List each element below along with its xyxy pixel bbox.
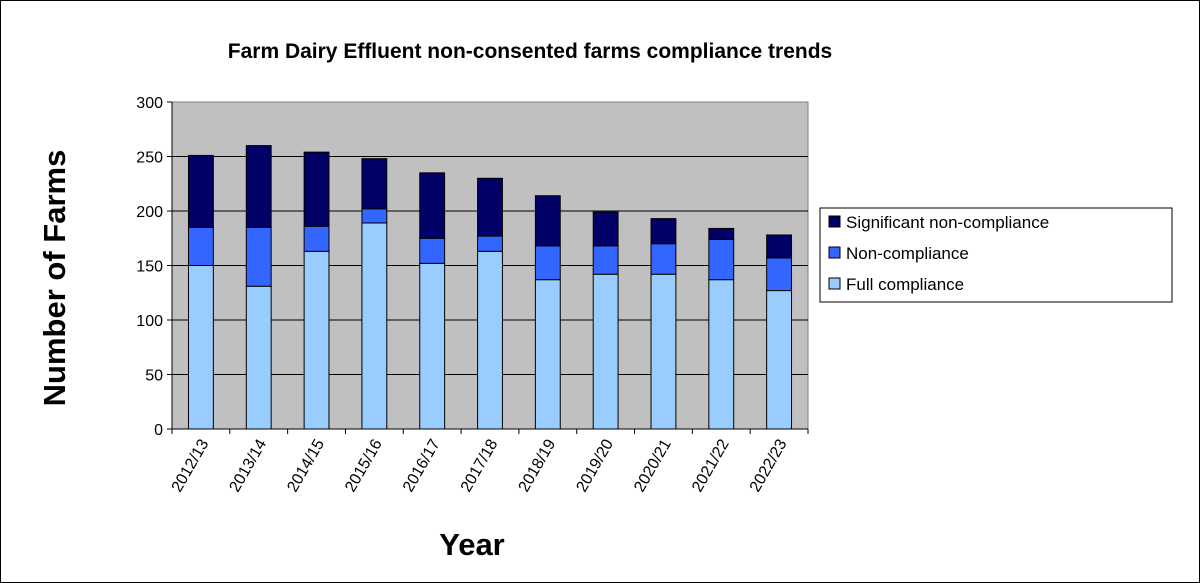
x-axis-label: Year bbox=[439, 527, 505, 562]
bar-segment bbox=[708, 279, 735, 430]
bar-segment bbox=[766, 234, 793, 259]
x-tick-label: 2014/15 bbox=[284, 436, 328, 495]
bar-segment bbox=[361, 158, 388, 210]
bar-segment bbox=[534, 195, 561, 247]
y-tick-labels: 0 50 100 150 200 250 300 bbox=[136, 95, 163, 439]
bar-segment bbox=[592, 211, 619, 247]
x-tick-label: 2012/13 bbox=[169, 436, 213, 495]
y-tick-label: 250 bbox=[136, 150, 163, 167]
y-tick-label: 0 bbox=[154, 422, 163, 439]
y-tick-label: 100 bbox=[136, 313, 163, 330]
bar-segment bbox=[303, 250, 330, 430]
x-tick-label: 2020/21 bbox=[631, 436, 675, 495]
x-tick-label: 2013/14 bbox=[227, 436, 271, 495]
legend-items: Significant non-compliance Non-compliance… bbox=[828, 213, 1049, 294]
bar-segment bbox=[766, 290, 793, 430]
legend-swatch bbox=[828, 277, 841, 290]
legend-label: Significant non-compliance bbox=[846, 213, 1049, 232]
bar-segment bbox=[650, 273, 677, 430]
y-tick-label: 150 bbox=[136, 259, 163, 276]
bar-segment bbox=[477, 235, 503, 252]
bar-segment bbox=[361, 222, 388, 430]
bar-segment bbox=[245, 285, 272, 430]
legend-swatch bbox=[828, 246, 841, 259]
bar-segment bbox=[187, 154, 214, 228]
bar-segment bbox=[592, 273, 619, 430]
bar-segment bbox=[477, 250, 503, 430]
x-tick-label: 2016/17 bbox=[400, 436, 444, 495]
x-tick-labels: 2012/13 2013/14 2014/15 2015/16 2016/17 2017/… bbox=[169, 436, 791, 495]
bar-segment bbox=[419, 262, 446, 430]
bar-segment bbox=[592, 245, 619, 275]
x-tick-label: 2017/18 bbox=[458, 436, 502, 495]
x-tick-label: 2019/20 bbox=[573, 436, 617, 495]
bar-segment bbox=[419, 237, 446, 264]
y-tick-label: 300 bbox=[136, 95, 163, 112]
bar-segment bbox=[187, 265, 214, 430]
bars bbox=[187, 145, 793, 430]
bar-segment bbox=[534, 245, 561, 281]
bar-segment bbox=[650, 218, 677, 245]
bar-segment bbox=[245, 226, 272, 287]
y-tick-label: 50 bbox=[145, 368, 163, 385]
chart-title: Farm Dairy Effluent non-consented farms … bbox=[228, 40, 832, 63]
bar-segment bbox=[534, 279, 561, 430]
bar-segment bbox=[708, 238, 735, 281]
legend-swatch bbox=[828, 215, 841, 228]
bar-segment bbox=[650, 243, 677, 275]
y-tick-label: 200 bbox=[136, 204, 163, 221]
x-tick-label: 2021/22 bbox=[689, 436, 733, 495]
bar-segment bbox=[187, 226, 214, 267]
bar-segment bbox=[477, 177, 503, 237]
bar-segment bbox=[419, 172, 446, 239]
axes bbox=[167, 101, 809, 434]
bar-segment bbox=[303, 225, 330, 252]
y-axis-label: Number of Farms bbox=[37, 150, 72, 407]
bar-segment bbox=[766, 257, 793, 292]
x-tick-label: 2022/23 bbox=[747, 436, 791, 495]
bar-segment bbox=[708, 227, 735, 240]
legend-label: Full compliance bbox=[846, 275, 964, 294]
legend-label: Non-compliance bbox=[846, 244, 969, 263]
x-tick-label: 2015/16 bbox=[342, 436, 386, 495]
bar-segment bbox=[303, 151, 330, 227]
legend bbox=[819, 207, 1173, 303]
x-tick-label: 2018/19 bbox=[516, 436, 560, 495]
bar-segment bbox=[245, 145, 272, 228]
bar-segment bbox=[361, 208, 388, 224]
